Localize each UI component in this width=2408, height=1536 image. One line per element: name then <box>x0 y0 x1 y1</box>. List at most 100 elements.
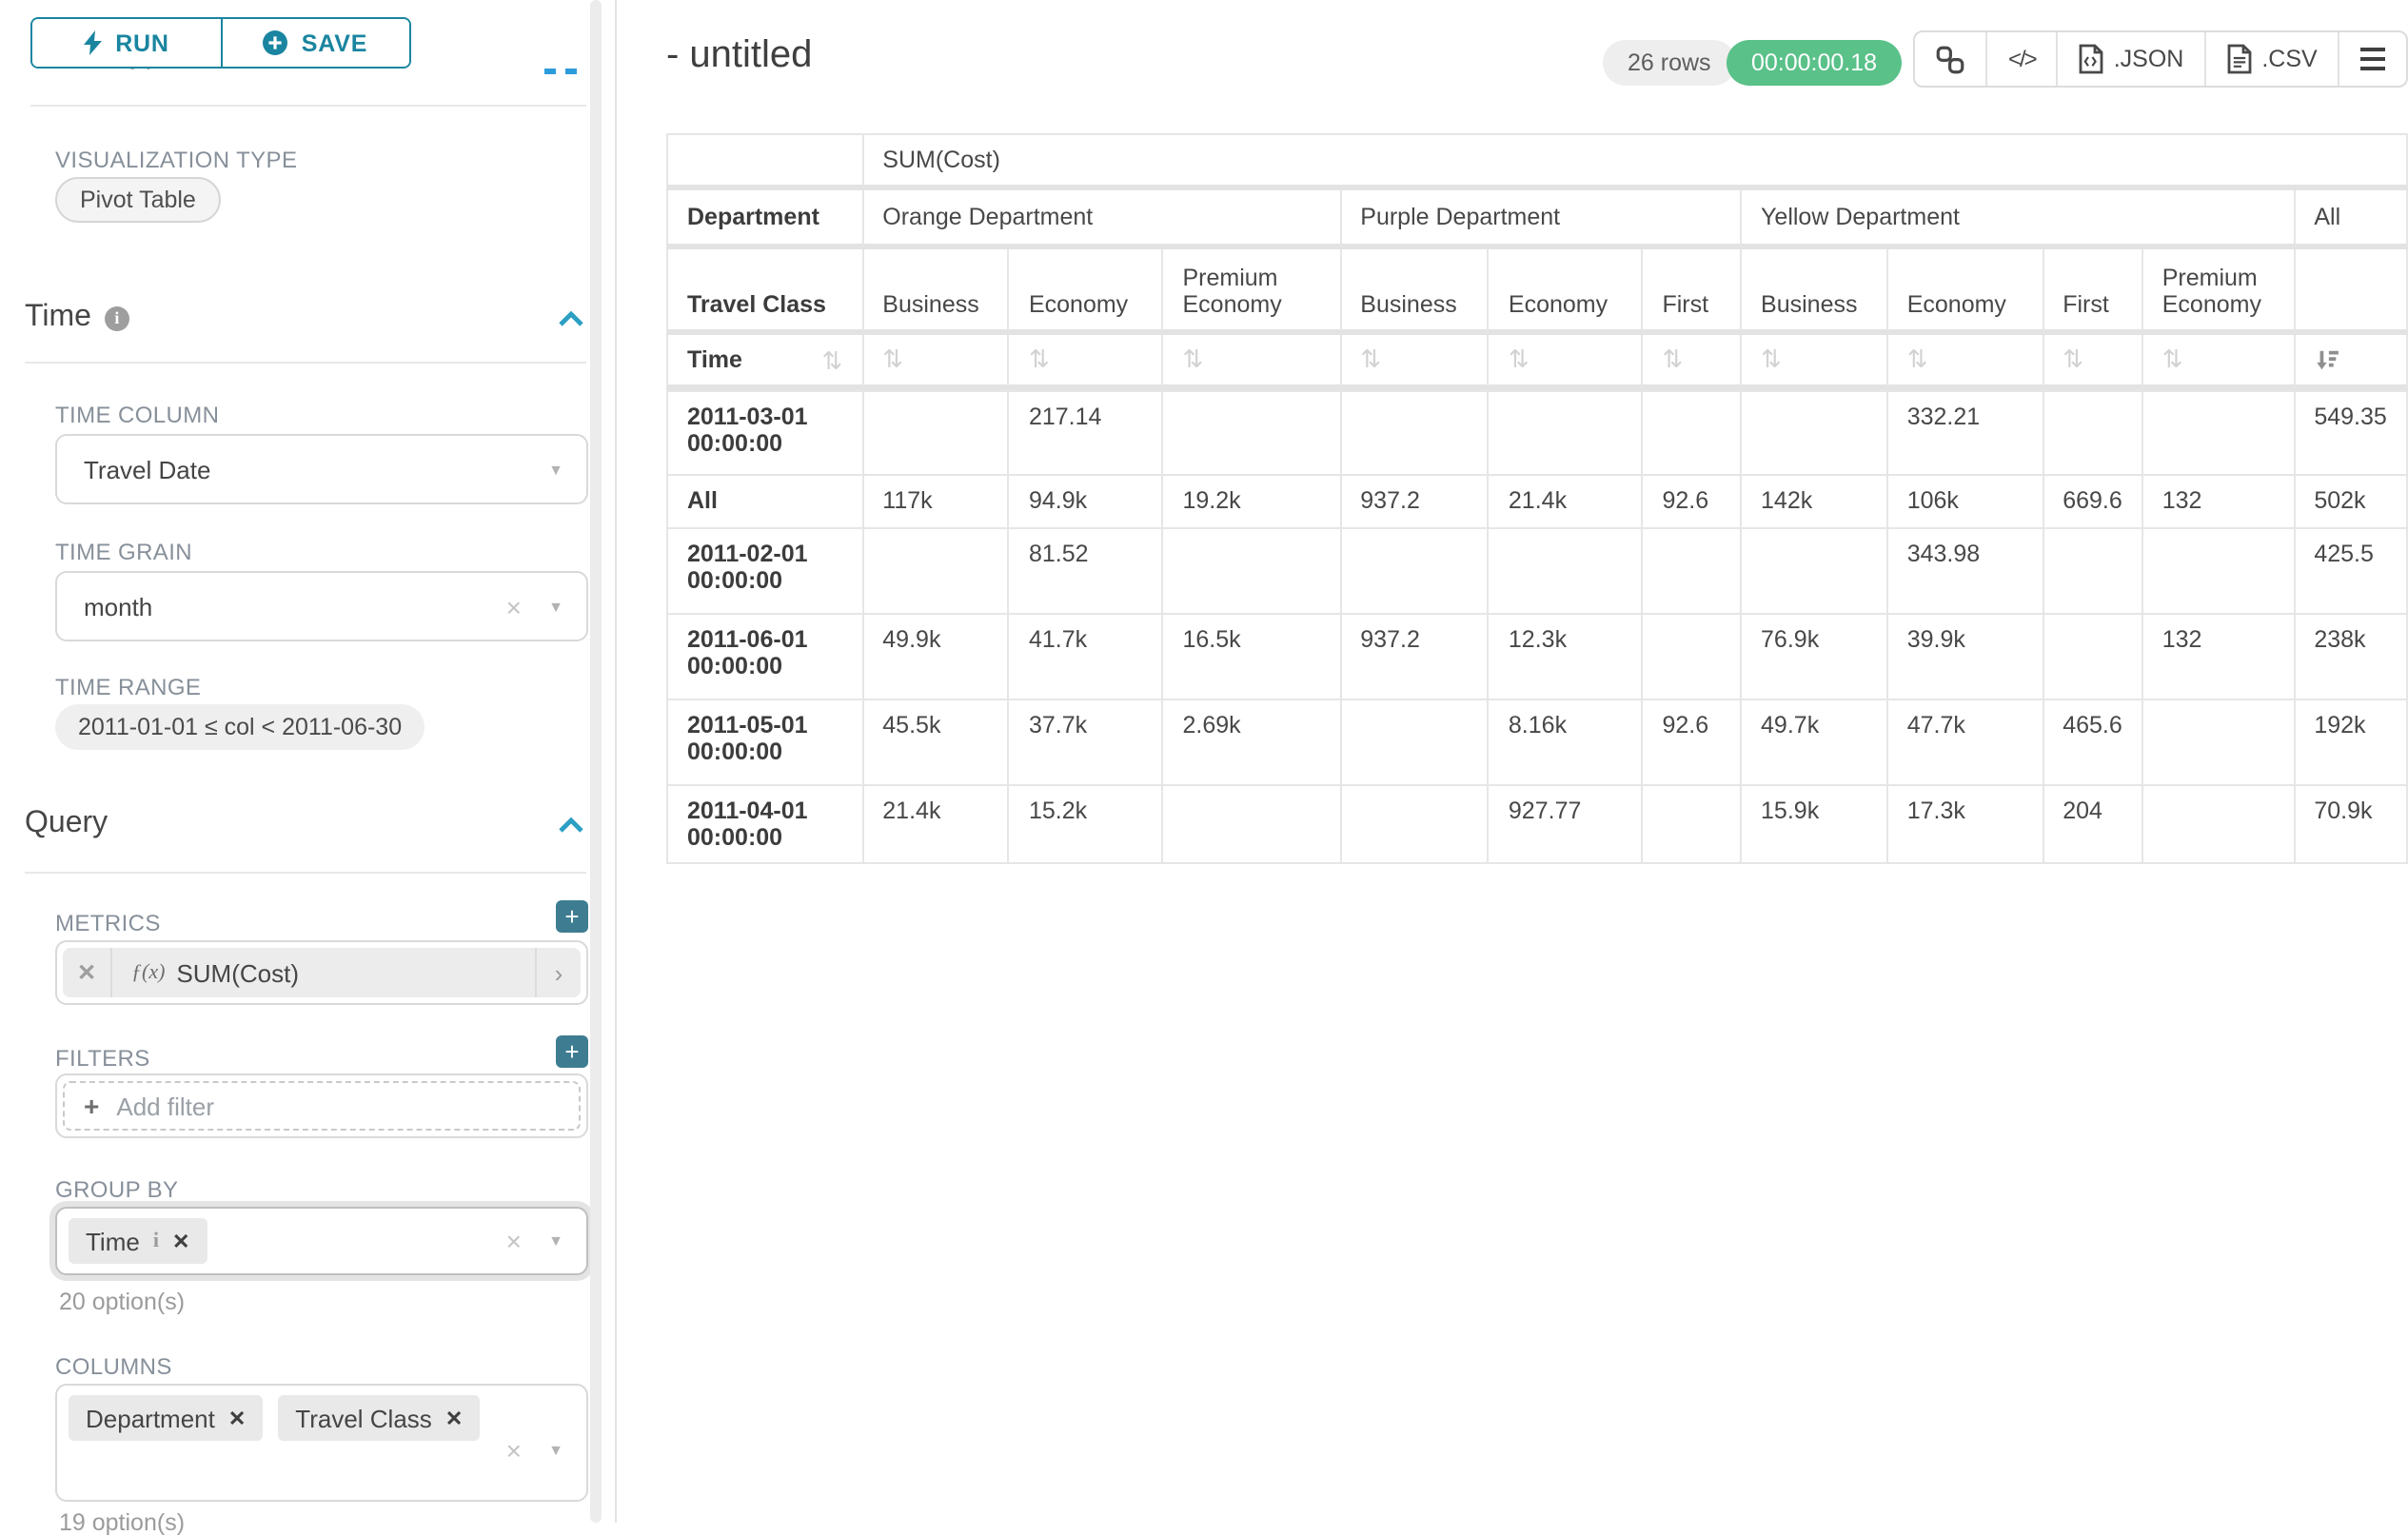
embed-code-button[interactable]: </> <box>1985 32 2057 86</box>
remove-chip-icon[interactable]: ✕ <box>444 1408 464 1430</box>
pivot-cell: 192k <box>2295 700 2408 786</box>
save-button[interactable]: SAVE <box>220 19 409 67</box>
add-filter-button[interactable]: + <box>556 1035 588 1068</box>
lightning-icon <box>83 30 102 55</box>
remove-metric-icon[interactable]: ✕ <box>63 948 112 997</box>
col-sort-header[interactable]: ⇅ <box>863 335 1010 390</box>
remove-chip-icon[interactable]: ✕ <box>171 1231 190 1253</box>
pivot-cell <box>2043 615 2143 700</box>
col-sort-header[interactable]: ⇅ <box>1489 335 1644 390</box>
sort-icon[interactable]: ⇅ <box>1906 345 1928 373</box>
pivot-cell <box>2142 529 2296 615</box>
fx-icon: ƒ(x) <box>131 961 166 984</box>
sort-icon[interactable]: ⇅ <box>882 345 904 373</box>
chevron-down-icon: ▼ <box>548 461 563 478</box>
pivot-cell <box>1163 529 1342 615</box>
group-by-select[interactable]: Time i ✕ × ▼ <box>55 1207 588 1275</box>
sidebar-scrollbar[interactable] <box>590 0 602 1523</box>
pivot-cell: 15.9k <box>1742 786 1888 864</box>
clear-icon[interactable]: × <box>505 1226 522 1256</box>
field-chip[interactable]: Department ✕ <box>69 1395 264 1441</box>
sort-icon[interactable]: ⇅ <box>1182 345 1204 373</box>
json-file-icon <box>2080 44 2104 74</box>
sort-icon[interactable]: ⇅ <box>1508 345 1530 373</box>
sort-icon[interactable]: ⇅ <box>1028 345 1050 373</box>
col-sort-header[interactable]: ⇅ <box>1643 335 1743 390</box>
dept-group-header: Orange Department <box>863 190 1342 249</box>
menu-button[interactable] <box>2338 32 2407 86</box>
col-sort-header[interactable] <box>2295 335 2408 390</box>
info-icon: i <box>152 1230 159 1252</box>
col-sort-header[interactable]: ⇅ <box>1009 335 1164 390</box>
chip-label: Time <box>86 1227 140 1255</box>
col-sort-header[interactable]: ⇅ <box>1341 335 1490 390</box>
metric-pill[interactable]: ✕ ƒ(x) SUM(Cost) › <box>63 948 581 997</box>
add-filter-dropzone[interactable]: + Add filter <box>63 1081 581 1131</box>
divider <box>25 872 586 874</box>
remove-chip-icon[interactable]: ✕ <box>227 1408 247 1430</box>
copy-link-button[interactable] <box>1915 32 1985 86</box>
sort-icon[interactable]: ⇅ <box>2063 345 2083 373</box>
columns-select[interactable]: Department ✕ Travel Class ✕ × ▼ <box>55 1384 588 1502</box>
columns-label: COLUMNS <box>55 1353 172 1380</box>
chart-main-panel: - untitled 26 rows 00:00:00.18 </> <box>617 0 2408 1523</box>
run-button[interactable]: RUN <box>32 19 220 67</box>
pivot-cell <box>2142 700 2296 786</box>
col-sort-header[interactable]: ⇅ <box>1163 335 1342 390</box>
group-by-chips: Time i ✕ <box>69 1218 207 1264</box>
add-filter-placeholder: Add filter <box>116 1092 214 1120</box>
export-json-button[interactable]: .JSON <box>2056 32 2205 86</box>
corner-cell <box>666 133 864 190</box>
pivot-cell: 21.4k <box>1489 476 1644 529</box>
col-sort-header[interactable]: ⇅ <box>2043 335 2143 390</box>
link-icon <box>1936 45 1964 73</box>
csv-file-icon <box>2227 44 2252 74</box>
sort-desc-icon[interactable] <box>2314 347 2387 372</box>
pivot-cell: 49.9k <box>863 615 1010 700</box>
field-chip[interactable]: Time i ✕ <box>69 1218 207 1264</box>
class-col-header: Economy <box>1489 249 1644 335</box>
columns-chips: Department ✕ Travel Class ✕ <box>69 1395 481 1441</box>
pivot-cell: 117k <box>863 476 1010 529</box>
pivot-cell: 21.4k <box>863 786 1010 864</box>
pivot-cell: 19.2k <box>1163 476 1342 529</box>
field-chip[interactable]: Travel Class ✕ <box>278 1395 481 1441</box>
sort-icon[interactable]: ⇅ <box>1360 345 1382 373</box>
chevron-down-icon: ▼ <box>548 1232 563 1250</box>
viz-type-pill[interactable]: Pivot Table <box>55 177 221 223</box>
collapse-query-section-icon[interactable] <box>558 817 584 834</box>
time-grain-select[interactable]: month × ▼ <box>55 571 588 641</box>
sort-icon[interactable]: ⇅ <box>2161 345 2183 373</box>
pivot-cell <box>1742 529 1888 615</box>
chevron-right-icon[interactable]: › <box>535 948 581 997</box>
plus-icon: + <box>84 1091 100 1121</box>
sort-icon[interactable]: ⇅ <box>821 345 843 374</box>
time-column-select[interactable]: Travel Date ▼ <box>55 434 588 504</box>
col-sort-header[interactable]: ⇅ <box>2142 335 2296 390</box>
sort-icon[interactable]: ⇅ <box>1662 345 1684 373</box>
pivot-cell <box>1163 390 1342 476</box>
col-sort-header[interactable]: ⇅ <box>1742 335 1888 390</box>
pivot-cell: 142k <box>1742 476 1888 529</box>
clear-icon[interactable]: × <box>505 1435 522 1466</box>
pivot-cell: 8.16k <box>1489 700 1644 786</box>
col-sort-header[interactable]: ⇅ <box>1887 335 2044 390</box>
chart-title[interactable]: - untitled <box>666 34 813 76</box>
time-sort-header[interactable]: Time ⇅ <box>666 335 864 390</box>
pivot-cell <box>863 390 1010 476</box>
pivot-cell: 12.3k <box>1489 615 1644 700</box>
query-section-heading: Query <box>25 807 109 839</box>
export-csv-button[interactable]: .CSV <box>2204 32 2338 86</box>
time-range-pill[interactable]: 2011-01-01 ≤ col < 2011-06-30 <box>55 704 425 750</box>
time-column-value: Travel Date <box>84 455 211 483</box>
pivot-row: 2011-03-01 00:00:00 217.14 332.21 549.35 <box>666 390 2408 476</box>
collapse-time-section-icon[interactable] <box>558 310 584 327</box>
add-metric-button[interactable]: + <box>556 900 588 933</box>
class-col-header: Business <box>1742 249 1888 335</box>
sort-icon[interactable]: ⇅ <box>1761 345 1782 373</box>
clear-icon[interactable]: × <box>505 591 522 621</box>
pivot-cell: 217.14 <box>1009 390 1164 476</box>
row-label: 2011-05-01 00:00:00 <box>666 700 864 786</box>
pivot-cell: 17.3k <box>1887 786 2044 864</box>
pivot-row: 2011-04-01 00:00:00 21.4k 15.2k 927.77 15.9k… <box>666 786 2408 864</box>
